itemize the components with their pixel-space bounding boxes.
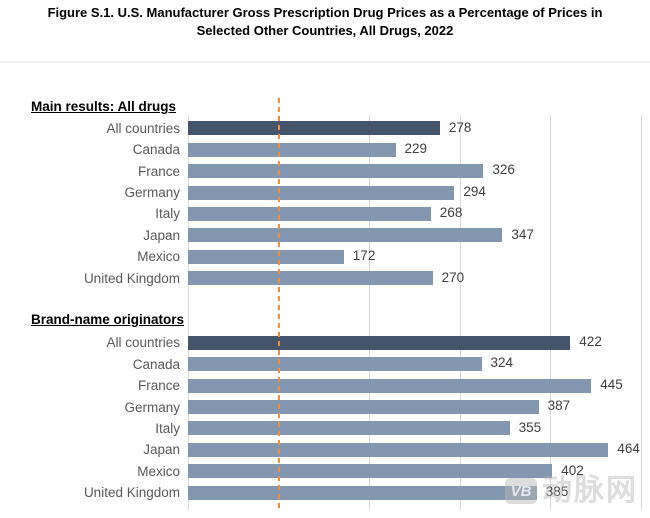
value-label: 402 <box>561 462 584 478</box>
gridline-300 <box>460 115 461 510</box>
bar <box>188 378 592 393</box>
bar <box>188 335 571 350</box>
bar-track: 347 <box>188 225 650 246</box>
bar <box>188 271 433 286</box>
value-label: 422 <box>579 334 602 349</box>
value-label: 324 <box>490 355 514 371</box>
figure-title: Figure S.1. U.S. Manufacturer Gross Pres… <box>0 4 650 40</box>
value-label: 387 <box>547 398 571 414</box>
value-label: 268 <box>439 205 463 221</box>
divider-line <box>0 61 650 63</box>
bar-group-brand-name: All countries 422 Canada 324 France 445 German… <box>0 332 650 504</box>
bar-group-main-results: All countries 278 Canada 229 France 326 German… <box>0 118 650 290</box>
category-label: United Kingdom <box>83 270 180 286</box>
category-label: Canada <box>132 142 180 158</box>
bar-track: 324 <box>188 353 650 374</box>
bar-row: France 445 <box>0 375 650 396</box>
category-label: France <box>137 378 180 394</box>
bar-row: Germany 294 <box>0 182 650 203</box>
bar-track: 385 <box>188 482 650 503</box>
category-label: Italy <box>155 420 180 436</box>
bar-track: 172 <box>188 246 650 267</box>
value-label: 270 <box>441 269 465 285</box>
value-label: 445 <box>600 376 623 392</box>
figure-title-line1: Figure S.1. U.S. Manufacturer Gross Pres… <box>47 5 603 20</box>
bar-row: All countries 422 <box>0 332 650 353</box>
bar-row: Japan 464 <box>0 439 650 460</box>
value-label: 347 <box>511 226 534 242</box>
category-label: Canada <box>132 356 180 372</box>
bar <box>188 185 455 200</box>
gridline-400 <box>550 115 551 510</box>
bar-row: France 326 <box>0 160 650 181</box>
group-header-main-results: Main results: All drugs <box>31 99 177 114</box>
bar-track: 268 <box>188 203 650 224</box>
value-label: 355 <box>518 419 542 435</box>
value-label: 278 <box>448 119 472 135</box>
bar-row: Italy 268 <box>0 203 650 224</box>
gridline-500 <box>641 115 642 510</box>
category-label: Italy <box>155 206 180 222</box>
group-header-brand-name: Brand-name originators <box>31 312 185 327</box>
value-label: 385 <box>545 484 569 500</box>
bar <box>188 121 440 136</box>
category-label: Mexico <box>137 249 180 265</box>
category-label: All countries <box>106 120 180 136</box>
bar-track: 387 <box>188 396 650 417</box>
bar <box>188 464 553 479</box>
value-label: 326 <box>492 162 515 178</box>
x-axis-zero-line <box>188 115 189 510</box>
bar-row: United Kingdom 270 <box>0 268 650 289</box>
bar-track: 402 <box>188 461 650 482</box>
bar-row: Canada 229 <box>0 139 650 160</box>
bar-track: 326 <box>188 160 650 181</box>
bar-track: 294 <box>188 182 650 203</box>
bar-row: Germany 387 <box>0 396 650 417</box>
bar-track: 445 <box>188 375 650 396</box>
bar <box>188 421 510 436</box>
category-label: Germany <box>124 185 180 201</box>
category-label: All countries <box>106 335 180 351</box>
bar-track: 464 <box>188 439 650 460</box>
category-label: Mexico <box>137 463 180 479</box>
value-label: 464 <box>617 441 640 457</box>
bar <box>188 249 344 264</box>
bar-track: 278 <box>188 118 650 139</box>
category-label: France <box>137 163 180 179</box>
value-label: 172 <box>352 248 376 264</box>
bar <box>188 442 609 457</box>
bar-row: Mexico 172 <box>0 246 650 267</box>
bar <box>188 142 396 157</box>
reference-line-100-percent <box>277 98 280 512</box>
bar <box>188 228 503 243</box>
category-label: Japan <box>143 442 180 458</box>
category-label: Germany <box>124 399 180 415</box>
category-label: United Kingdom <box>83 485 180 501</box>
bar-row: All countries 278 <box>0 118 650 139</box>
bar-row: Japan 347 <box>0 225 650 246</box>
figure-title-line2: Selected Other Countries, All Drugs, 202… <box>196 23 454 38</box>
bar-track: 355 <box>188 418 650 439</box>
bar-row: United Kingdom 385 <box>0 482 650 503</box>
bar-track: 229 <box>188 139 650 160</box>
bar <box>188 206 431 221</box>
bar-track: 270 <box>188 268 650 289</box>
bar <box>188 485 537 500</box>
value-label: 229 <box>404 140 428 156</box>
bar-track: 422 <box>188 332 650 353</box>
bar <box>188 357 482 372</box>
value-label: 294 <box>463 183 486 199</box>
gridline-200 <box>369 115 370 510</box>
bar-row: Canada 324 <box>0 353 650 374</box>
bar-row: Mexico 402 <box>0 461 650 482</box>
category-label: Japan <box>143 227 180 243</box>
bar-row: Italy 355 <box>0 418 650 439</box>
bar <box>188 164 484 179</box>
bar <box>188 400 539 414</box>
